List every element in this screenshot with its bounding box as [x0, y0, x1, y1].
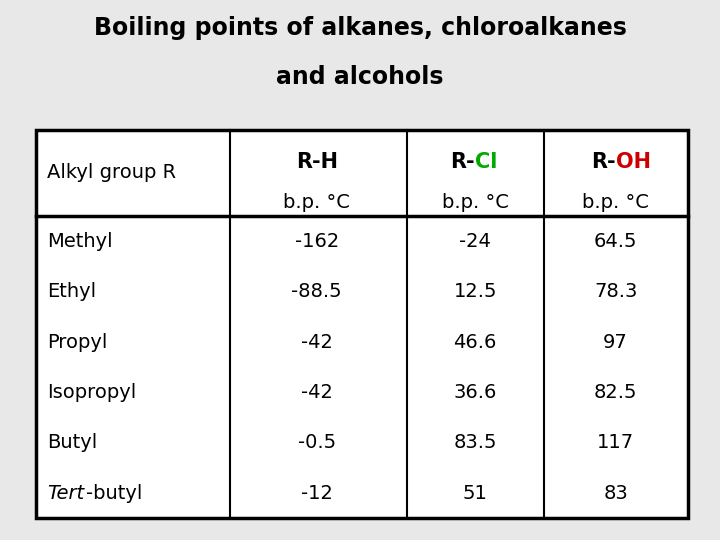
- Text: 117: 117: [597, 433, 634, 453]
- FancyBboxPatch shape: [36, 130, 688, 518]
- Text: Boiling points of alkanes, chloroalkanes: Boiling points of alkanes, chloroalkanes: [94, 16, 626, 40]
- Text: -24: -24: [459, 232, 491, 251]
- Text: -42: -42: [301, 383, 333, 402]
- Text: OH: OH: [616, 152, 651, 172]
- Text: -88.5: -88.5: [292, 282, 342, 301]
- Text: -butyl: -butyl: [86, 484, 143, 503]
- Text: Ethyl: Ethyl: [47, 282, 96, 301]
- Text: R-: R-: [591, 152, 616, 172]
- Text: 12.5: 12.5: [454, 282, 497, 301]
- Text: R-: R-: [451, 152, 475, 172]
- Text: Propyl: Propyl: [47, 333, 107, 352]
- Text: b.p. °C: b.p. °C: [442, 193, 508, 212]
- Text: Methyl: Methyl: [47, 232, 112, 251]
- Text: b.p. °C: b.p. °C: [284, 193, 350, 212]
- Text: 36.6: 36.6: [454, 383, 497, 402]
- Text: 83.5: 83.5: [454, 433, 497, 453]
- Text: Butyl: Butyl: [47, 433, 97, 453]
- Text: b.p. °C: b.p. °C: [582, 193, 649, 212]
- Text: -42: -42: [301, 333, 333, 352]
- Text: -0.5: -0.5: [298, 433, 336, 453]
- Text: Isopropyl: Isopropyl: [47, 383, 136, 402]
- Text: 78.3: 78.3: [594, 282, 637, 301]
- Text: 97: 97: [603, 333, 628, 352]
- Text: 82.5: 82.5: [594, 383, 637, 402]
- Text: Alkyl group R: Alkyl group R: [47, 163, 176, 183]
- Text: 51: 51: [463, 484, 487, 503]
- Text: 83: 83: [603, 484, 628, 503]
- Text: and alcohols: and alcohols: [276, 65, 444, 89]
- Text: R-H: R-H: [296, 152, 338, 172]
- Text: 64.5: 64.5: [594, 232, 637, 251]
- Text: 46.6: 46.6: [454, 333, 497, 352]
- Text: -162: -162: [294, 232, 339, 251]
- Text: -12: -12: [301, 484, 333, 503]
- Text: Cl: Cl: [475, 152, 498, 172]
- Text: Tert: Tert: [47, 484, 84, 503]
